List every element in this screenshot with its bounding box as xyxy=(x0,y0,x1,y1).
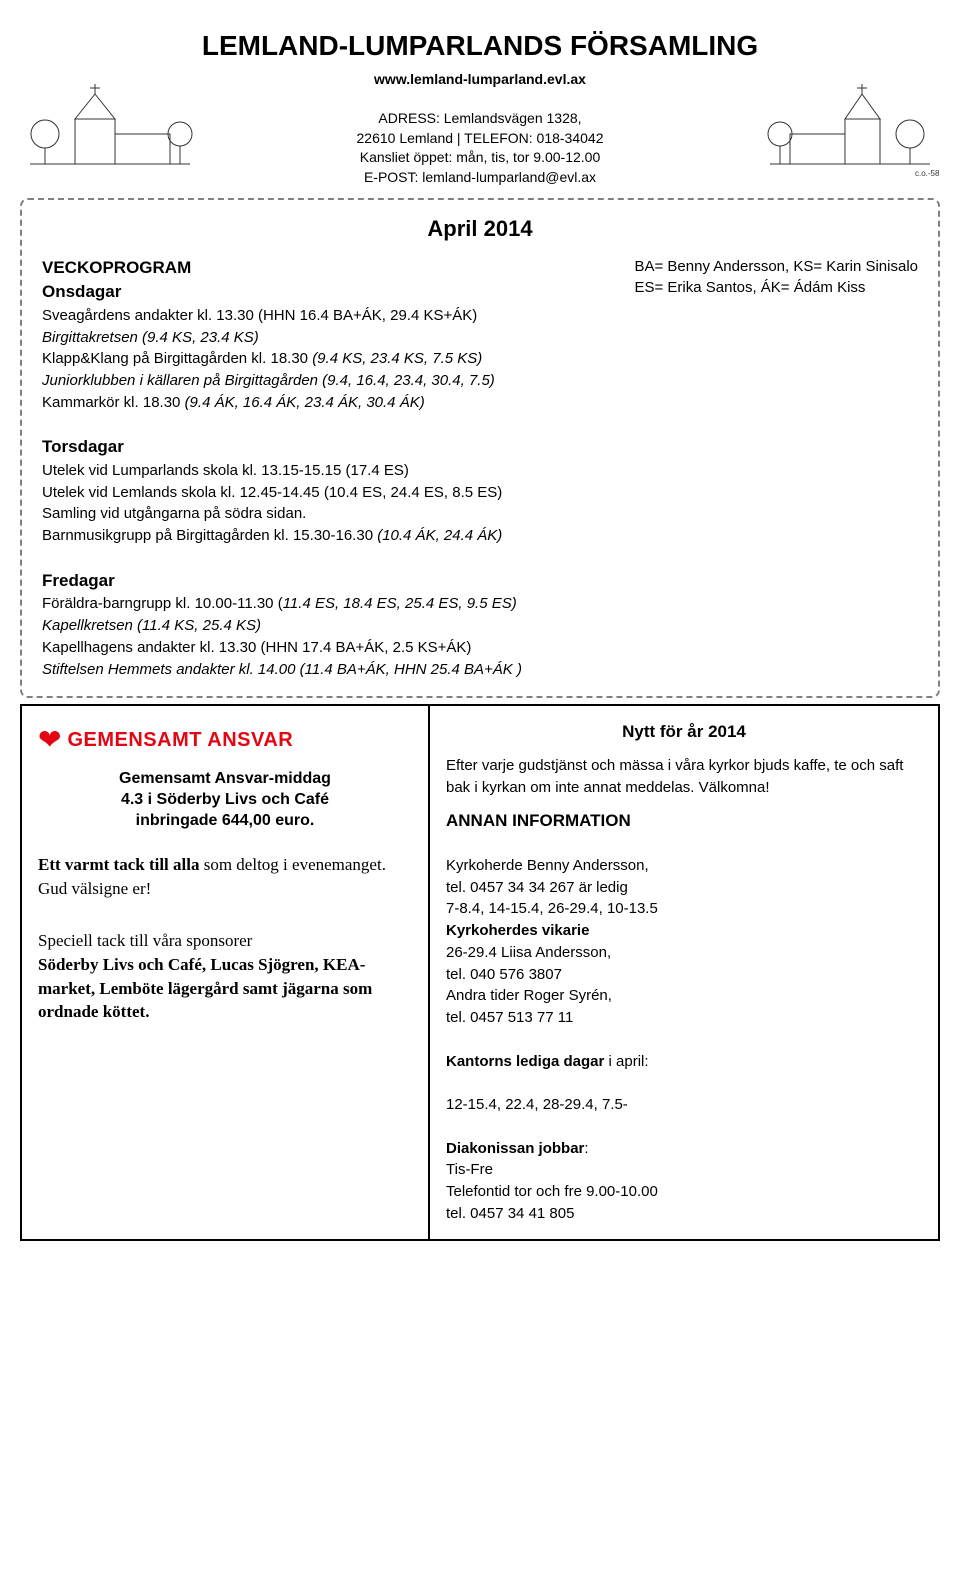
header-hours: Kansliet öppet: mån, tis, tor 9.00-12.00 xyxy=(357,148,604,168)
info-l2: tel. 0457 34 34 267 är ledig xyxy=(446,877,922,899)
info-l11: Diakonissan jobbar: xyxy=(446,1138,922,1160)
left-column: ❤ GEMENSAMT ANSVAR Gemensamt Ansvar-midd… xyxy=(22,706,430,1238)
info-l13: Telefontid tor och fre 9.00-10.00 xyxy=(446,1181,922,1203)
info-l5: 26-29.4 Liisa Andersson, xyxy=(446,942,922,964)
church-left-illustration xyxy=(20,79,200,179)
onsdagar-l2: Klapp&Klang på Birgittagården kl. 18.30 … xyxy=(42,348,918,370)
info-l8: tel. 0457 513 77 11 xyxy=(446,1007,922,1029)
nytt-title: Nytt för år 2014 xyxy=(446,720,922,745)
onsdagar-l1: Sveagårdens andakter kl. 13.30 (HHN 16.4… xyxy=(42,305,918,327)
fredagar-l1: Föräldra-barngrupp kl. 10.00-11.30 (11.4… xyxy=(42,593,918,615)
header-epost: E-POST: lemland-lumparland@evl.ax xyxy=(357,168,604,188)
page-title: LEMLAND-LUMPARLANDS FÖRSAMLING xyxy=(20,30,940,62)
info-l1: Kyrkoherde Benny Andersson, xyxy=(446,855,922,877)
veckoprogram-block: BA= Benny Andersson, KS= Karin Sinisalo … xyxy=(42,256,918,681)
legend-line1: BA= Benny Andersson, KS= Karin Sinisalo xyxy=(634,256,918,278)
header-center: www.lemland-lumparland.evl.ax ADRESS: Le… xyxy=(357,70,604,188)
info-l9: Kantorns lediga dagar i april: xyxy=(446,1051,922,1073)
info-l7: Andra tider Roger Syrén, xyxy=(446,985,922,1007)
nytt-body: Efter varje gudstjänst och mässa i våra … xyxy=(446,755,922,799)
header-address2: 22610 Lemland | TELEFON: 018-34042 xyxy=(357,129,604,149)
legend-line2: ES= Erika Santos, ÁK= Ádám Kiss xyxy=(634,277,918,299)
onsdagar-l1b: Birgittakretsen (9.4 KS, 23.4 KS) xyxy=(42,329,259,346)
info-l14: tel. 0457 34 41 805 xyxy=(446,1203,922,1225)
fredagar-title: Fredagar xyxy=(42,569,918,594)
church-left-icon xyxy=(20,79,200,179)
torsdagar-l2: Utelek vid Lemlands skola kl. 12.45-14.4… xyxy=(42,482,918,504)
svg-text:c.o.-58: c.o.-58 xyxy=(915,169,940,178)
right-column: Nytt för år 2014 Efter varje gudstjänst … xyxy=(430,706,938,1238)
annan-info-title: ANNAN INFORMATION xyxy=(446,809,922,834)
header-row: www.lemland-lumparland.evl.ax ADRESS: Le… xyxy=(20,70,940,188)
two-column-block: ❤ GEMENSAMT ANSVAR Gemensamt Ansvar-midd… xyxy=(20,704,940,1240)
church-right-illustration: c.o.-58 xyxy=(760,79,940,179)
ga-middag-block: Gemensamt Ansvar-middag 4.3 i Söderby Li… xyxy=(38,769,412,831)
heart-icon: ❤ xyxy=(38,720,61,761)
onsdagar-l4: Kammarkör kl. 18.30 (9.4 ÁK, 16.4 ÁK, 23… xyxy=(42,392,918,414)
info-l4: Kyrkoherdes vikarie xyxy=(446,922,589,939)
gemensamt-ansvar-logo: ❤ GEMENSAMT ANSVAR xyxy=(38,720,412,761)
info-l12: Tis-Fre xyxy=(446,1159,922,1181)
month-title: April 2014 xyxy=(42,216,918,242)
legend-block: BA= Benny Andersson, KS= Karin Sinisalo … xyxy=(634,256,918,300)
header-address1: ADRESS: Lemlandsvägen 1328, xyxy=(357,109,604,129)
torsdagar-title: Torsdagar xyxy=(42,435,918,460)
tack-block: Ett varmt tack till alla som deltog i ev… xyxy=(38,853,412,1024)
torsdagar-l4: Barnmusikgrupp på Birgittagården kl. 15.… xyxy=(42,525,918,547)
info-l3: 7-8.4, 14-15.4, 26-29.4, 10-13.5 xyxy=(446,898,922,920)
torsdagar-l1: Utelek vid Lumparlands skola kl. 13.15-1… xyxy=(42,460,918,482)
onsdagar-l3: Juniorklubben i källaren på Birgittagård… xyxy=(42,372,495,389)
program-box: April 2014 BA= Benny Andersson, KS= Kari… xyxy=(20,198,940,699)
header-url: www.lemland-lumparland.evl.ax xyxy=(357,70,604,90)
fredagar-l4: Stiftelsen Hemmets andakter kl. 14.00 (1… xyxy=(42,661,522,678)
ga-brand-text: GEMENSAMT ANSVAR xyxy=(67,726,293,755)
fredagar-l3: Kapellhagens andakter kl. 13.30 (HHN 17.… xyxy=(42,637,918,659)
torsdagar-l3: Samling vid utgångarna på södra sidan. xyxy=(42,503,918,525)
fredagar-l2: Kapellkretsen (11.4 KS, 25.4 KS) xyxy=(42,617,261,634)
church-right-icon: c.o.-58 xyxy=(760,79,940,179)
info-l10: 12-15.4, 22.4, 28-29.4, 7.5- xyxy=(446,1094,922,1116)
info-l6: tel. 040 576 3807 xyxy=(446,964,922,986)
